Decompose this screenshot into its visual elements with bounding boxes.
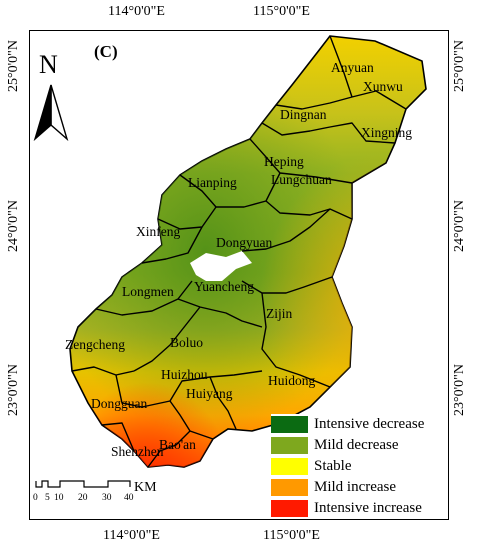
county-boundaries (71, 35, 407, 468)
scale-tick-20: 20 (78, 493, 88, 503)
scale-tick-0: 0 (33, 493, 38, 503)
legend-item-intensive-decrease: Intensive decrease (271, 414, 447, 435)
longitude-label-114-bottom: 114°0'0"E (103, 528, 160, 543)
map-frame: (C) N Anyuan Xunwu Dingnan Xingning Hepi… (29, 30, 449, 520)
reservoir (190, 251, 252, 281)
region-label-yuancheng: Yuancheng (194, 279, 254, 294)
region-label-huizhou: Huizhou (161, 367, 208, 382)
region-label-zijin: Zijin (266, 306, 292, 321)
region-label-anyuan: Anyuan (331, 60, 374, 75)
region-label-baoan: Bao'an (159, 437, 196, 452)
region-label-lianping: Lianping (188, 175, 237, 190)
scale-tick-30: 30 (102, 493, 112, 503)
longitude-label-115-bottom: 115°0'0"E (263, 528, 320, 543)
latitude-label-24-right: 24°0'0"N (452, 200, 467, 252)
legend: Intensive decrease Mild decrease Stable … (271, 414, 447, 519)
region-label-huiyang: Huiyang (186, 386, 233, 401)
region-label-boluo: Boluo (170, 335, 203, 350)
region-label-dingnan: Dingnan (280, 107, 327, 122)
legend-item-mild-increase: Mild increase (271, 477, 447, 498)
latitude-label-24-left: 24°0'0"N (6, 200, 21, 252)
scale-tick-10: 10 (54, 493, 64, 503)
legend-label: Intensive decrease (314, 416, 425, 432)
region-label-xingning: Xingning (361, 125, 412, 140)
region-label-shenzhen: Shenzhen (111, 444, 164, 459)
legend-item-mild-decrease: Mild decrease (271, 435, 447, 456)
scale-unit: KM (134, 480, 157, 495)
legend-label: Stable (314, 458, 352, 474)
region-label-xinfeng: Xinfeng (136, 224, 180, 239)
legend-item-intensive-increase: Intensive increase (271, 498, 447, 519)
legend-item-stable: Stable (271, 456, 447, 477)
latitude-label-25-left: 25°0'0"N (6, 40, 21, 92)
region-label-longmen: Longmen (122, 284, 174, 299)
longitude-label-115-top: 115°0'0"E (253, 4, 310, 19)
legend-label: Mild increase (314, 479, 397, 495)
legend-swatch (271, 416, 308, 433)
scale-tick-5: 5 (45, 493, 50, 503)
latitude-label-25-right: 25°0'0"N (452, 40, 467, 92)
panel-label: (C) (94, 42, 118, 61)
north-letter: N (39, 50, 58, 79)
latitude-label-23-right: 23°0'0"N (452, 364, 467, 416)
region-labels: Anyuan Xunwu Dingnan Xingning Heping Lun… (65, 60, 412, 459)
region-label-zengcheng: Zengcheng (65, 337, 125, 352)
longitude-label-114-top: 114°0'0"E (108, 4, 165, 19)
legend-swatch (271, 437, 308, 454)
map-canvas: (C) N Anyuan Xunwu Dingnan Xingning Hepi… (33, 35, 427, 503)
scale-bar: 0 5 10 20 30 40 KM (33, 480, 157, 503)
legend-swatch (271, 479, 308, 496)
legend-swatch (271, 500, 308, 517)
scale-tick-40: 40 (124, 493, 134, 503)
region-label-xunwu: Xunwu (363, 79, 403, 94)
region-label-huidong: Huidong (268, 373, 316, 388)
legend-label: Mild decrease (314, 437, 399, 453)
region-label-dongyuan: Dongyuan (216, 235, 272, 250)
north-arrow-right-half (50, 84, 69, 142)
latitude-label-23-left: 23°0'0"N (6, 364, 21, 416)
north-arrow-left-half (33, 84, 52, 142)
legend-label: Intensive increase (314, 500, 422, 516)
north-arrow: N (33, 50, 69, 142)
legend-swatch (271, 458, 308, 475)
region-label-dongguan: Dongguan (91, 396, 147, 411)
region-label-heping: Heping (264, 154, 304, 169)
region-label-lungchuan: Lungchuan (271, 172, 332, 187)
